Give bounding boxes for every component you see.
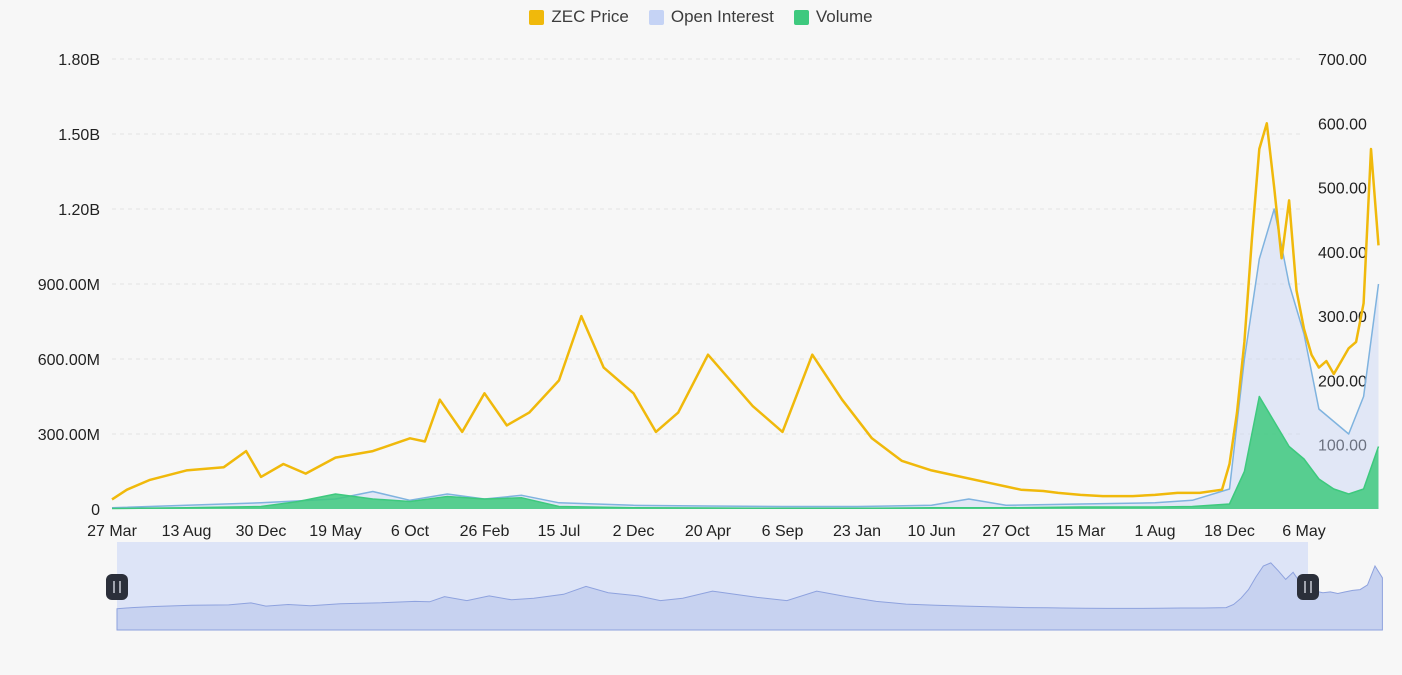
legend-item-zec-price[interactable]: ZEC Price: [529, 7, 629, 27]
y-left-tick-label: 300.00M: [38, 427, 100, 444]
series-line-zec-price: [111, 122, 1380, 501]
x-tick-label: 30 Dec: [236, 523, 287, 540]
x-tick-label: 19 May: [309, 523, 361, 540]
legend-swatch: [529, 9, 545, 25]
legend-swatch: [648, 9, 664, 25]
legend-label: Volume: [815, 7, 873, 26]
x-tick-label: 6 Oct: [391, 523, 430, 540]
navigator-preview-area: [116, 562, 1383, 631]
x-tick-label: 18 Dec: [1204, 523, 1255, 540]
y-left-tick-label: 0: [91, 502, 100, 519]
x-tick-label: 27 Oct: [982, 523, 1030, 540]
x-tick-label: 20 Apr: [685, 523, 732, 540]
y-left-tick-label: 900.00M: [38, 277, 100, 294]
y-left-tick-label: 1.20B: [58, 202, 100, 219]
y-right-tick-label: 600.00: [1318, 116, 1367, 133]
legend-label: ZEC Price: [551, 7, 629, 26]
x-tick-label: 13 Aug: [162, 523, 212, 540]
x-tick-label: 6 May: [1282, 523, 1326, 540]
legend-item-open-interest[interactable]: Open Interest: [648, 7, 774, 27]
chart-legend: ZEC Price Open Interest Volume: [0, 7, 1402, 27]
legend-item-volume[interactable]: Volume: [793, 7, 873, 27]
y-right-tick-label: 200.00: [1318, 373, 1367, 390]
y-left-tick-label: 600.00M: [38, 352, 100, 369]
legend-swatch: [793, 9, 809, 25]
navigator-right-handle[interactable]: [1297, 574, 1319, 600]
y-right-tick-label: 300.00: [1318, 309, 1367, 326]
legend-label: Open Interest: [670, 7, 774, 26]
y-right-tick-label: 500.00: [1318, 181, 1367, 198]
x-tick-label: 6 Sep: [762, 523, 804, 540]
y-right-tick-label: 400.00: [1318, 245, 1367, 262]
x-tick-label: 15 Mar: [1056, 523, 1106, 540]
navigator-left-handle[interactable]: [106, 574, 128, 600]
x-tick-label: 1 Aug: [1135, 523, 1176, 540]
x-tick-label: 2 Dec: [613, 523, 655, 540]
x-tick-label: 15 Jul: [538, 523, 581, 540]
series-line-volume: [111, 395, 1380, 510]
series-line-open-interest: [111, 208, 1380, 509]
y-left-tick-label: 1.50B: [58, 127, 100, 144]
x-tick-label: 10 Jun: [907, 523, 955, 540]
y-right-tick-label: 700.00: [1318, 52, 1367, 69]
y-left-tick-label: 1.80B: [58, 52, 100, 69]
x-tick-label: 26 Feb: [460, 523, 510, 540]
x-tick-label: 23 Jan: [833, 523, 881, 540]
y-right-tick-label: 100.00: [1318, 438, 1367, 455]
series-area-volume: [112, 396, 1379, 509]
x-tick-label: 27 Mar: [87, 523, 137, 540]
